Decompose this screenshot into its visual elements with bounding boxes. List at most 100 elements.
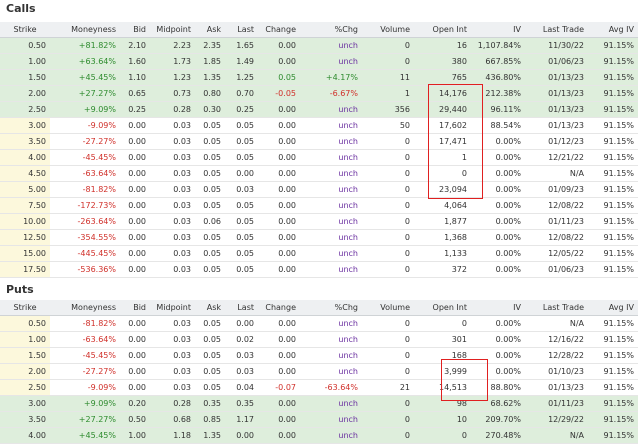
cell: 17.50: [0, 261, 50, 278]
cell: -354.55%: [50, 229, 120, 246]
cell: 0.04: [225, 379, 258, 396]
cell: 1.85: [195, 53, 225, 70]
cell: 0: [362, 363, 414, 380]
column-header: Open Int: [414, 300, 471, 316]
cell: 01/11/23: [525, 395, 588, 412]
cell: 0.68: [150, 411, 195, 428]
option-row: 4.00 +45.45% 1.00 1.18 1.35 0.00 0.00 unch 0 0 270…: [0, 427, 638, 444]
option-row: 4.00 -45.45% 0.00 0.03 0.05 0.05 0.00 unch 0 1 0.0…: [0, 149, 638, 166]
cell: 209.70%: [471, 411, 525, 428]
cell: 1.00: [120, 427, 150, 444]
option-row: 2.00 +27.27% 0.65 0.73 0.80 0.70 -0.05 -6.67% 1 1…: [0, 85, 638, 102]
cell: 0.05: [195, 245, 225, 262]
cell: 1.23: [150, 69, 195, 86]
cell: 0: [362, 149, 414, 166]
cell: 1.25: [225, 69, 258, 86]
cell: 0.50: [0, 37, 50, 54]
cell: 2.00: [0, 85, 50, 102]
cell: 0.00: [225, 315, 258, 332]
cell: 12/08/22: [525, 229, 588, 246]
cell: 0.00%: [471, 133, 525, 150]
option-row: 7.50 -172.73% 0.00 0.03 0.05 0.05 0.00 unch 0 4,0…: [0, 197, 638, 214]
cell: 91.15%: [588, 229, 638, 246]
cell: 4,064: [414, 197, 471, 214]
option-row: 15.00 -445.45% 0.00 0.03 0.05 0.05 0.00 unch 0 1,…: [0, 245, 638, 262]
cell: 0.00: [120, 133, 150, 150]
column-header: Moneyness: [50, 22, 120, 38]
cell: 0.00: [120, 379, 150, 396]
cell: 0.00: [120, 347, 150, 364]
cell: 91.15%: [588, 315, 638, 332]
cell: 0.03: [225, 363, 258, 380]
cell: -63.64%: [50, 165, 120, 182]
cell: 01/09/23: [525, 181, 588, 198]
cell: 1.17: [225, 411, 258, 428]
column-header: %Chg: [300, 300, 362, 316]
cell: 91.15%: [588, 213, 638, 230]
option-row: 2.00 -27.27% 0.00 0.03 0.05 0.03 0.00 unch 0 3,99…: [0, 363, 638, 380]
cell: 3.50: [0, 411, 50, 428]
cell: unch: [300, 117, 362, 134]
cell: 3.50: [0, 133, 50, 150]
cell: 0.70: [225, 85, 258, 102]
cell: 1.00: [0, 331, 50, 348]
cell: 91.15%: [588, 165, 638, 182]
cell: -63.64%: [300, 379, 362, 396]
cell: 11/30/22: [525, 37, 588, 54]
cell: 0.35: [225, 395, 258, 412]
cell: 91.15%: [588, 395, 638, 412]
cell: 91.15%: [588, 69, 638, 86]
option-row: 1.00 +63.64% 1.60 1.73 1.85 1.49 0.00 unch 0 380 6…: [0, 53, 638, 70]
cell: -81.82%: [50, 181, 120, 198]
cell: 0.00: [258, 181, 300, 198]
option-row: 1.50 +45.45% 1.10 1.23 1.35 1.25 0.05 +4.17% 11 7…: [0, 69, 638, 86]
column-header: Ask: [195, 22, 225, 38]
cell: 0: [362, 245, 414, 262]
column-header: IV: [471, 300, 525, 316]
column-header: Volume: [362, 22, 414, 38]
cell: 0.00: [258, 411, 300, 428]
cell: 01/11/23: [525, 213, 588, 230]
cell: 0.05: [195, 363, 225, 380]
highlight-box: [428, 84, 483, 199]
cell: 0.00%: [471, 331, 525, 348]
cell: 16: [414, 37, 471, 54]
cell: 0: [362, 347, 414, 364]
cell: 91.15%: [588, 331, 638, 348]
cell: 2.10: [120, 37, 150, 54]
cell: 3.00: [0, 395, 50, 412]
cell: 1,133: [414, 245, 471, 262]
cell: 0.03: [150, 149, 195, 166]
column-header: Last Trade: [525, 300, 588, 316]
cell: 91.15%: [588, 181, 638, 198]
cell: 0.65: [120, 85, 150, 102]
highlight-box: [441, 359, 488, 401]
cell: 1.35: [195, 69, 225, 86]
cell: unch: [300, 347, 362, 364]
cell: +45.45%: [50, 69, 120, 86]
cell: 0.50: [0, 315, 50, 332]
cell: 0.05: [195, 229, 225, 246]
column-header: Last: [225, 300, 258, 316]
cell: unch: [300, 197, 362, 214]
cell: -27.27%: [50, 133, 120, 150]
column-header: Last Trade: [525, 22, 588, 38]
cell: 0.05: [195, 117, 225, 134]
cell: 0.05: [225, 117, 258, 134]
puts-table: Strike Moneyness Bid Midpoint Ask Last Change%…: [0, 300, 638, 444]
cell: 0: [362, 53, 414, 70]
cell: 7.50: [0, 197, 50, 214]
option-row: 0.50 -81.82% 0.00 0.03 0.05 0.00 0.00 unch 0 0 0.0…: [0, 315, 638, 332]
option-row: 10.00 -263.64% 0.00 0.03 0.06 0.05 0.00 unch 0 1,…: [0, 213, 638, 230]
cell: 301: [414, 331, 471, 348]
column-header: Avg IV: [588, 300, 638, 316]
cell: 1.18: [150, 427, 195, 444]
cell: 91.15%: [588, 427, 638, 444]
cell: +27.27%: [50, 85, 120, 102]
cell: unch: [300, 133, 362, 150]
cell: unch: [300, 229, 362, 246]
cell: 0.00: [120, 149, 150, 166]
cell: 0.00: [258, 347, 300, 364]
cell: -9.09%: [50, 379, 120, 396]
